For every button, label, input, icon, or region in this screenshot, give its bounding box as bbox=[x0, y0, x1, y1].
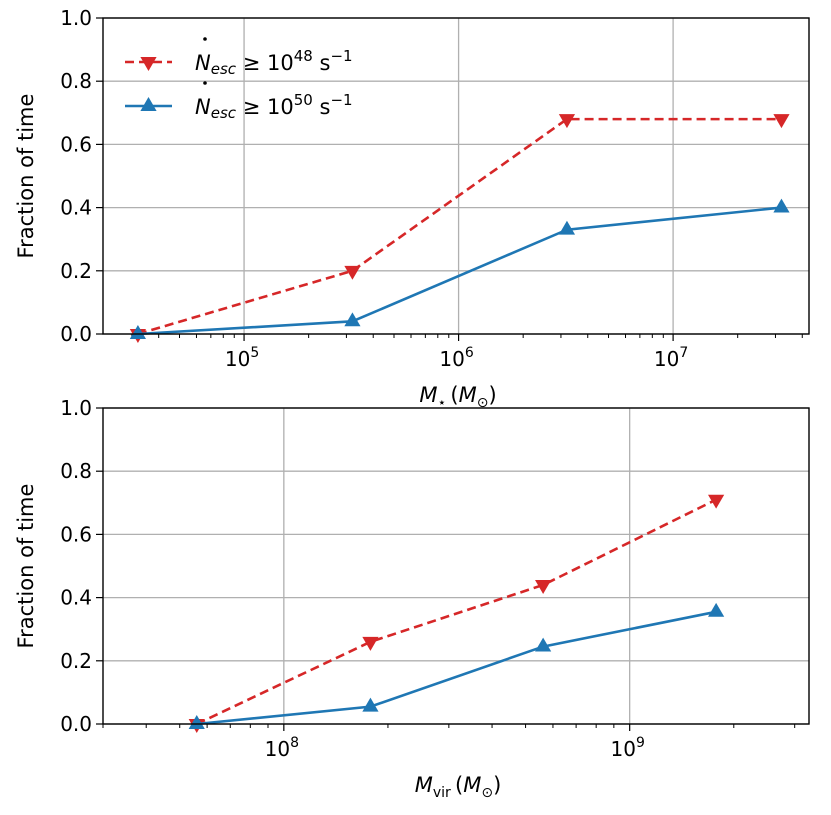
data-point bbox=[773, 114, 790, 129]
y-tick-label: 0.8 bbox=[60, 459, 92, 483]
x-tick-label: 109 bbox=[610, 735, 644, 761]
series-line bbox=[196, 498, 717, 726]
series-line bbox=[137, 117, 782, 336]
series-n48 bbox=[129, 114, 790, 343]
legend-label: Nesc ≥ 1048 s−1 bbox=[195, 47, 353, 78]
series-line bbox=[196, 610, 717, 726]
chart-panel-2: 108 109 0.0 0.2 0.4 0.6 0.8 1.0 Mvir (M⊙) Fractio… bbox=[14, 396, 810, 801]
y-axis-label: Fraction of time bbox=[14, 94, 38, 259]
x-tick-label: 105 bbox=[225, 345, 259, 371]
series-n50 bbox=[188, 602, 725, 729]
axes-frame bbox=[102, 17, 810, 335]
series-n50 bbox=[129, 198, 790, 339]
y-tick-label: 1.0 bbox=[60, 6, 92, 30]
data-point bbox=[362, 697, 379, 712]
data-point bbox=[558, 114, 576, 129]
legend-marker bbox=[140, 97, 157, 111]
series-n48 bbox=[188, 494, 725, 733]
axes-frame bbox=[102, 407, 810, 725]
y-tick-label: 0.0 bbox=[60, 322, 92, 346]
legend-dot bbox=[203, 81, 207, 85]
y-tick-label: 0.4 bbox=[60, 196, 92, 220]
data-point bbox=[344, 265, 361, 280]
data-point bbox=[362, 636, 379, 651]
data-point bbox=[344, 312, 361, 327]
y-tick-label: 0.2 bbox=[60, 649, 92, 673]
legend: Nesc ≥ 1048 s−1 Nesc ≥ 1050 s−1 bbox=[125, 37, 353, 122]
data-point bbox=[129, 325, 147, 339]
y-tick-label: 0.4 bbox=[60, 586, 92, 610]
data-point bbox=[535, 637, 552, 652]
data-point bbox=[535, 580, 552, 594]
x-tick-label: 106 bbox=[439, 345, 473, 371]
y-tick-label: 0.6 bbox=[60, 132, 92, 156]
y-tick-label: 0.2 bbox=[60, 259, 92, 283]
legend-label: Nesc ≥ 1050 s−1 bbox=[195, 91, 353, 122]
legend-entry-1: Nesc ≥ 1048 s−1 bbox=[125, 37, 353, 78]
legend-dot bbox=[203, 37, 207, 41]
data-point bbox=[708, 602, 725, 617]
y-tick-label: 0.0 bbox=[60, 712, 92, 736]
data-point bbox=[188, 715, 205, 729]
x-axis-label: Mvir (M⊙) bbox=[415, 773, 502, 801]
data-point bbox=[558, 220, 576, 235]
y-tick-label: 1.0 bbox=[60, 396, 92, 420]
legend-marker bbox=[140, 57, 157, 71]
y-tick-label: 0.6 bbox=[60, 522, 92, 546]
data-point bbox=[773, 198, 790, 213]
x-axis-label: M⋆ (M⊙) bbox=[419, 383, 496, 411]
y-axis-label: Fraction of time bbox=[14, 484, 38, 649]
y-tick-label: 0.8 bbox=[60, 69, 92, 93]
x-tick-label: 107 bbox=[654, 345, 688, 371]
legend-entry-2: Nesc ≥ 1050 s−1 bbox=[125, 81, 353, 122]
chart-panel-1: 105 106 107 0.0 0.2 0.4 0.6 0.8 1.0 M⋆ (M⊙) Fracti… bbox=[14, 6, 810, 411]
series-line bbox=[137, 206, 782, 336]
data-point bbox=[708, 494, 725, 509]
x-tick-label: 108 bbox=[265, 735, 299, 761]
